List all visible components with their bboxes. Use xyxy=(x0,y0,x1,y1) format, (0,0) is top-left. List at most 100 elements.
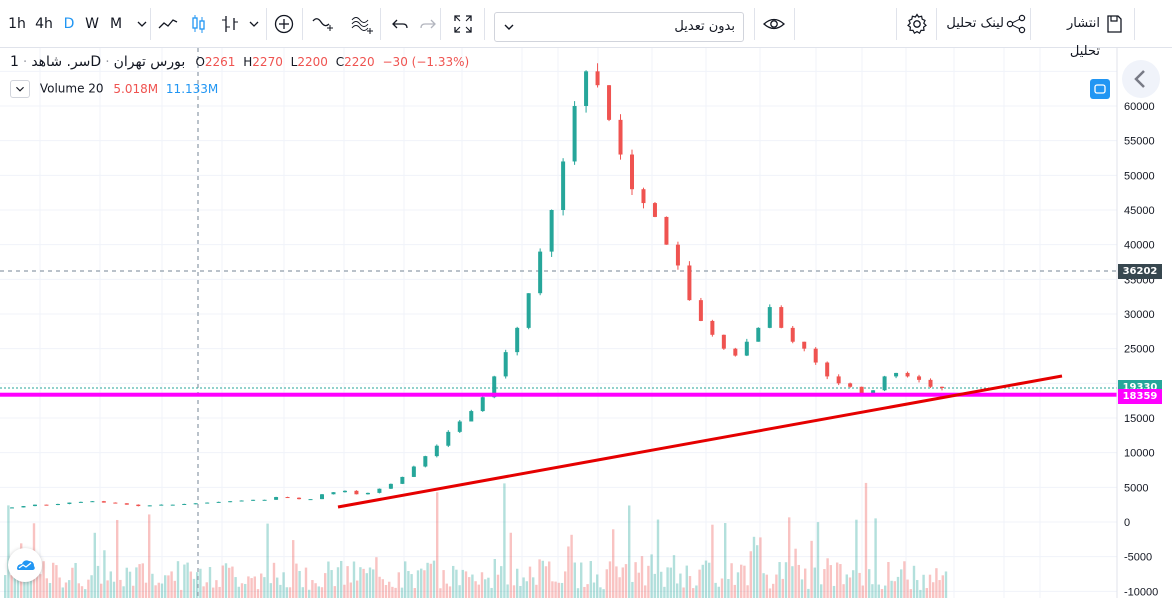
volume-bar xyxy=(823,569,826,598)
candle-body xyxy=(216,501,221,503)
interval-1h[interactable]: 1h xyxy=(8,16,26,32)
volume-bar xyxy=(644,585,647,598)
volume-bar xyxy=(733,584,736,598)
price-chart[interactable]: 6500060000550005000045000400003500030000… xyxy=(0,48,1172,598)
crosshair-plus-icon[interactable] xyxy=(272,12,296,36)
publish-icon[interactable] xyxy=(1102,12,1126,36)
candle-body xyxy=(905,372,910,377)
chevron-down-icon[interactable] xyxy=(242,12,266,36)
redo-icon[interactable] xyxy=(416,12,440,36)
volume-bar xyxy=(112,581,116,598)
volume-bar xyxy=(477,584,480,598)
volume-bar xyxy=(384,585,388,598)
volume-bar xyxy=(144,582,148,598)
volume-bar xyxy=(848,577,852,598)
volume-bar xyxy=(893,581,896,598)
volume-bar xyxy=(775,574,778,598)
volume-bar xyxy=(704,560,708,598)
line-chart-icon[interactable] xyxy=(156,12,180,36)
collapse-toggle[interactable] xyxy=(10,80,30,98)
volume-bar xyxy=(42,561,45,598)
candle-body xyxy=(423,456,428,467)
volume-bar xyxy=(324,573,327,598)
publish-button[interactable]: انتشار تحلیل xyxy=(1036,10,1100,59)
chevron-down-icon xyxy=(16,86,24,92)
symbol-legend: سر. شاهد · 1D · بورس تهران O2261 H2270 L… xyxy=(10,54,470,70)
gear-icon[interactable] xyxy=(905,12,929,36)
volume-bar xyxy=(669,567,672,598)
volume-bar xyxy=(784,562,788,598)
volume-bar xyxy=(541,560,544,598)
volume-bar xyxy=(148,514,151,598)
volume-bar xyxy=(634,562,637,598)
adjustment-select[interactable]: بدون تعدیل xyxy=(494,12,744,42)
volume-bar xyxy=(896,576,900,598)
volume-bar xyxy=(573,562,576,598)
eye-icon[interactable] xyxy=(762,12,786,36)
collapse-panel-button[interactable] xyxy=(1122,60,1160,98)
indicator-icon[interactable] xyxy=(310,12,334,36)
chevron-down-icon[interactable] xyxy=(130,12,154,36)
volume-bar xyxy=(810,540,813,598)
interval-m[interactable]: M xyxy=(109,16,123,32)
support-level-label: 18359 xyxy=(1118,388,1162,404)
share-link-button[interactable]: لینک تحلیل xyxy=(944,10,1004,38)
candle-body xyxy=(262,499,267,501)
volume-bar xyxy=(16,570,20,598)
volume-bar xyxy=(880,588,884,598)
volume-bar xyxy=(836,562,839,598)
volume-bar xyxy=(301,587,304,598)
interval-d[interactable]: D xyxy=(63,16,75,32)
volume-bar xyxy=(752,536,756,598)
bars-icon[interactable] xyxy=(218,12,242,36)
volume-bar xyxy=(74,562,77,598)
volume-bar xyxy=(244,583,247,598)
volume-bar xyxy=(484,579,487,598)
candle-body xyxy=(136,504,141,507)
auto-scale-button[interactable] xyxy=(1090,79,1110,99)
separator xyxy=(794,8,795,40)
undo-icon[interactable] xyxy=(388,12,412,36)
volume-bar xyxy=(535,584,538,598)
volume-bar xyxy=(519,585,522,598)
support-level-band xyxy=(0,392,1117,397)
fullscreen-icon[interactable] xyxy=(451,12,475,36)
volume-bar xyxy=(231,566,234,598)
volume-bar xyxy=(653,573,656,598)
interval-4h[interactable]: 4h xyxy=(35,16,53,32)
volume-name: Volume 20 xyxy=(39,81,104,96)
candle-body xyxy=(721,334,726,349)
candle-body xyxy=(388,483,393,489)
volume-bar xyxy=(935,568,938,598)
volume-bar xyxy=(714,582,717,598)
pattern-icon[interactable] xyxy=(350,12,374,36)
volume-bar xyxy=(506,584,509,598)
volume-bars xyxy=(4,482,948,598)
candle-body xyxy=(825,362,830,377)
separator xyxy=(1134,8,1135,40)
candle-body xyxy=(928,379,933,387)
interval-w[interactable]: W xyxy=(85,16,99,32)
volume-bar xyxy=(189,571,192,598)
separator xyxy=(1030,8,1031,40)
candles-icon[interactable] xyxy=(186,12,210,36)
logo-button[interactable] xyxy=(8,548,42,582)
candle-body xyxy=(205,502,210,504)
volume-bar xyxy=(640,556,644,598)
volume-bar xyxy=(52,562,55,598)
candle-body xyxy=(308,499,313,501)
volume-bar xyxy=(708,562,711,598)
price-tick-label: 5000 xyxy=(1124,482,1148,494)
candle-body xyxy=(469,411,474,422)
separator xyxy=(302,8,303,40)
volume-bar xyxy=(84,589,87,598)
candle-body xyxy=(836,376,841,384)
share-icon[interactable] xyxy=(1004,12,1028,36)
volume-bar xyxy=(221,565,224,598)
volume-bar xyxy=(903,561,906,598)
volume-bar xyxy=(692,588,695,598)
volume-bar xyxy=(458,585,461,598)
volume-bar xyxy=(842,584,845,598)
volume-bar xyxy=(868,569,871,598)
volume-bar xyxy=(832,585,836,598)
